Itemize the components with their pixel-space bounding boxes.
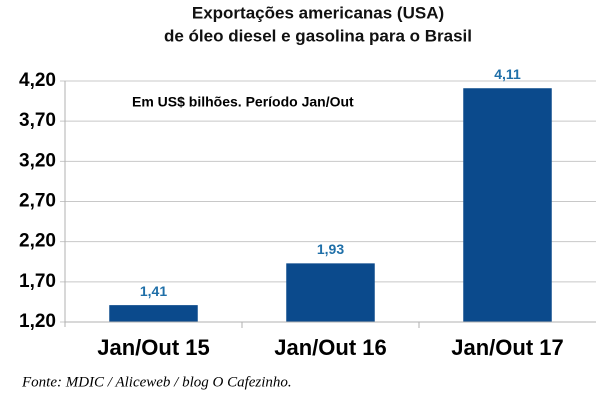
x-tick-label: Jan/Out 15	[97, 335, 209, 360]
chart-title: Exportações americanas (USA)	[192, 3, 444, 22]
bar	[286, 263, 375, 322]
x-tick-label: Jan/Out 17	[451, 335, 563, 360]
value-label: 4,11	[494, 66, 521, 82]
y-tick-label: 2,20	[19, 231, 56, 252]
y-tick-label: 2,70	[19, 191, 56, 212]
y-tick-label: 3,20	[19, 150, 56, 171]
bar	[109, 305, 198, 322]
y-tick-label: 1,20	[19, 311, 56, 332]
y-tick-label: 3,70	[19, 110, 56, 131]
x-tick-label: Jan/Out 16	[274, 335, 386, 360]
bar	[463, 88, 552, 322]
value-label: 1,41	[140, 283, 167, 299]
chart-title: de óleo diesel e gasolina para o Brasil	[164, 26, 472, 45]
chart-subtitle: Em US$ bilhões. Período Jan/Out	[132, 94, 354, 110]
y-tick-label: 4,20	[19, 70, 56, 91]
value-label: 1,93	[317, 241, 344, 257]
y-tick-label: 1,70	[19, 271, 56, 292]
source: Fonte: MDIC / Aliceweb / blog O Cafezinh…	[21, 374, 292, 390]
